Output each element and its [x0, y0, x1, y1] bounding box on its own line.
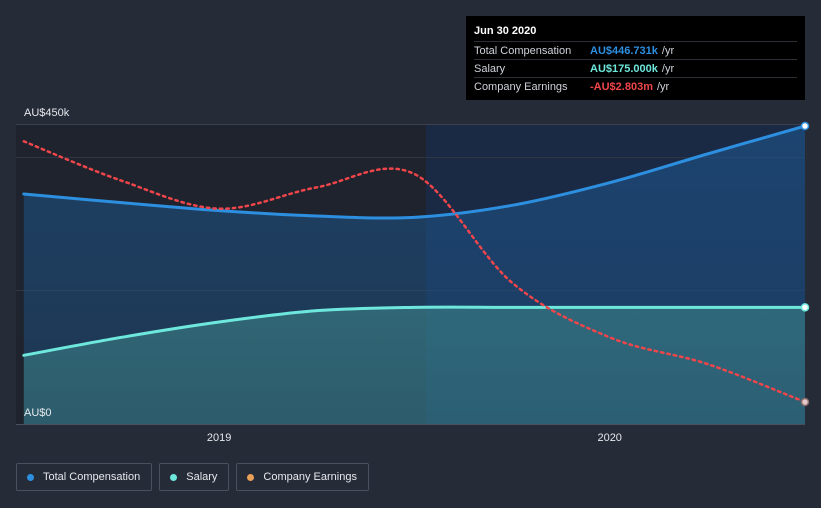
tooltip-label: Company Earnings — [474, 80, 568, 93]
tooltip-row-company-earnings: Company Earnings -AU$2.803m /yr — [474, 77, 797, 95]
total-compensation-end-point — [800, 121, 810, 131]
tooltip-row-salary: Salary AU$175.000k /yr — [474, 59, 797, 77]
legend-dot-icon — [27, 473, 34, 481]
legend-dot-icon — [247, 473, 255, 481]
tooltip-value: AU$446.731k — [590, 44, 658, 57]
tooltip-label: Total Compensation — [474, 44, 572, 57]
company-earnings-line — [22, 140, 807, 404]
tooltip-row-total-compensation: Total Compensation AU$446.731k /yr — [474, 41, 797, 59]
salary-area — [23, 307, 805, 424]
legend-item-company-earnings[interactable]: Company Earnings — [236, 463, 369, 491]
total-compensation-line — [22, 124, 807, 220]
salary-end-point — [800, 303, 810, 312]
tooltip-value: -AU$2.803m — [590, 80, 653, 93]
salary-line — [22, 305, 807, 357]
legend-dot-icon — [170, 473, 178, 481]
tooltip: Jun 30 2020 Total Compensation AU$446.73… — [466, 16, 805, 100]
y-tick-label: AU$450k — [24, 107, 70, 119]
tooltip-date: Jun 30 2020 — [474, 25, 537, 37]
legend-label: Salary — [186, 471, 218, 483]
y-tick-label: AU$0 — [24, 407, 52, 419]
legend-label: Total Compensation — [43, 471, 141, 483]
tooltip-unit: /yr — [661, 44, 675, 57]
tooltip-unit: /yr — [661, 62, 675, 75]
x-tick-label: 2020 — [597, 432, 621, 444]
x-tick-label: 2019 — [207, 432, 231, 444]
legend-item-total-compensation[interactable]: Total Compensation — [16, 463, 153, 491]
tooltip-label: Salary — [474, 62, 506, 75]
tooltip-value: AU$175.000k — [590, 62, 658, 75]
legend-label: Company Earnings — [263, 471, 357, 483]
legend-item-salary[interactable]: Salary — [159, 463, 230, 491]
tooltip-unit: /yr — [656, 80, 670, 93]
company-earnings-end-point — [800, 397, 810, 407]
legend: Total Compensation Salary Company Earnin… — [16, 463, 369, 491]
